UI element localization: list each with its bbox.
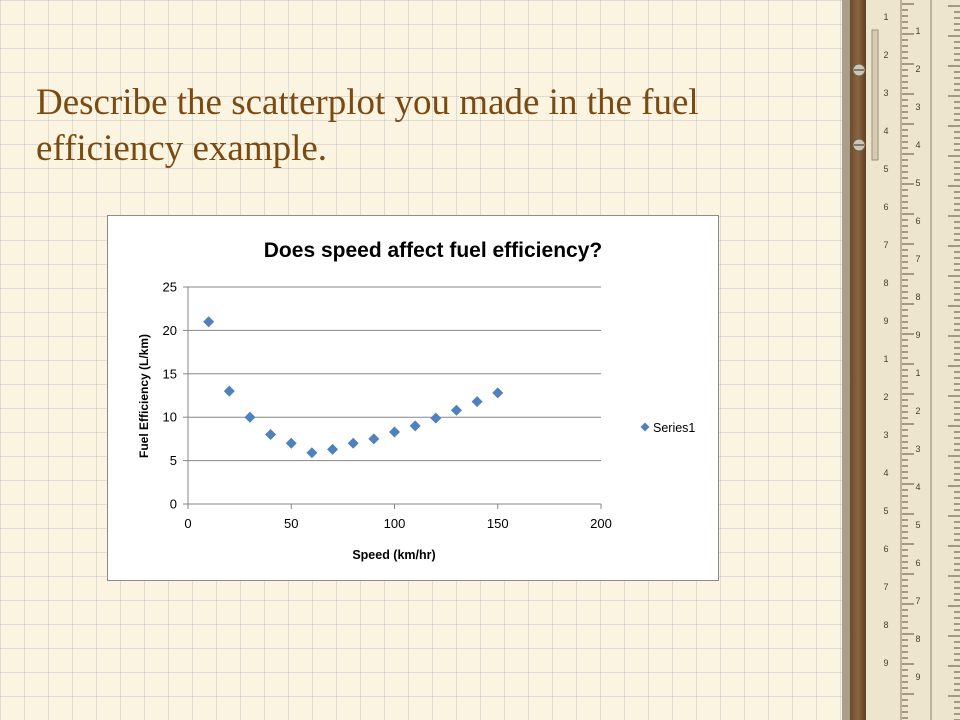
ruler-number: 3 [883,430,888,440]
data-point [244,411,256,423]
ruler-number: 6 [915,558,920,568]
ruler-number: 8 [883,278,888,288]
data-point [471,396,483,408]
data-point [327,443,339,455]
ruler-number: 7 [883,240,888,250]
y-tick-label: 20 [163,323,177,338]
ruler-number: 5 [883,164,888,174]
data-point [450,404,462,416]
chart-title: Does speed affect fuel efficiency? [264,239,602,262]
scatter-chart: Does speed affect fuel efficiency? Fuel … [137,239,695,562]
y-tick-label: 15 [163,366,177,381]
legend-label-series1: Series1 [653,421,695,435]
x-tick-label: 200 [590,516,612,531]
ruler-number: 3 [915,102,920,112]
ruler-number: 6 [883,544,888,554]
ruler-number: 4 [883,468,888,478]
ruler-ticks [902,3,960,720]
ruler-number: 9 [883,316,888,326]
data-point [306,447,318,459]
data-point [223,385,235,397]
ruler-number: 2 [915,64,920,74]
tick-labels: 0 5 10 15 20 25 0 50 100 150 200 [163,280,612,532]
ruler-number: 7 [915,596,920,606]
data-points [203,316,504,459]
y-tick-label: 25 [163,280,177,295]
y-tick-label: 5 [170,453,177,468]
ruler-number: 1 [883,12,888,22]
slide-title: Describe the scatterplot you made in the… [36,82,699,169]
ruler-number: 9 [915,330,920,340]
ruler-number: 4 [883,126,888,136]
x-tick-label: 150 [487,516,509,531]
ruler-number: 9 [883,658,888,668]
y-axis-label: Fuel Efficiency (L/km) [137,334,151,458]
axes [183,286,602,509]
x-tick-label: 50 [284,516,298,531]
x-tick-label: 100 [384,516,406,531]
ruler-number: 2 [915,406,920,416]
data-point [347,437,359,449]
ruler-number: 7 [915,254,920,264]
data-point [285,437,297,449]
ruler-number: 4 [915,140,920,150]
data-point [492,387,504,399]
ruler-number: 5 [883,506,888,516]
data-point [409,420,421,432]
x-tick-label: 0 [184,516,191,531]
ruler-number: 5 [915,178,920,188]
x-axis-label: Speed (km/hr) [352,548,435,562]
ruler-number: 3 [915,444,920,454]
data-point [265,429,277,441]
legend: Series1 [640,421,695,435]
ruler-number: 6 [915,216,920,226]
ruler-number: 8 [915,634,920,644]
y-tick-label: 10 [163,410,177,425]
ruler-number: 5 [915,520,920,530]
ruler-number: 3 [883,88,888,98]
ruler-number: 9 [915,672,920,682]
ruler-number: 1 [915,368,920,378]
ruler-number: 7 [883,582,888,592]
ruler-number: 6 [883,202,888,212]
ruler-number: 1 [883,354,888,364]
ruler-number: 2 [883,50,888,60]
data-point [389,426,400,438]
ruler-numbers: 1 1 2 2 3 3 4 4 5 5 6 6 7 7 8 8 9 9 1 1 2 2 3 3 4 4 5 5 6 6 7 7 8 8 9 9 [883,12,920,682]
ruler-number: 1 [915,26,920,36]
gridlines [188,286,601,462]
ruler-number: 4 [915,482,920,492]
y-tick-label: 0 [170,497,177,512]
data-point [430,412,442,424]
ruler-number: 2 [883,392,888,402]
legend-marker-series1 [640,422,650,432]
data-point [203,316,215,328]
chart-frame: Does speed affect fuel efficiency? Fuel … [107,215,719,581]
ruler-number: 8 [915,292,920,302]
ruler-number: 8 [883,620,888,630]
ruler-decoration: 1 1 2 2 3 3 4 4 5 5 6 6 7 7 8 8 9 9 1 1 2 2 3 3 4 4 5 5 6 6 7 7 8 8 9 9 [842,0,960,720]
data-point [368,433,380,445]
